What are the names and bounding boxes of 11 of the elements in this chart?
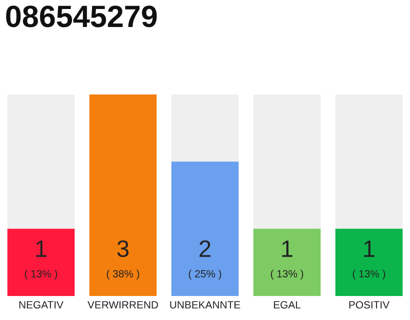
data-label: 1 ( 13% ): [270, 240, 304, 280]
data-label: 2 ( 25% ): [188, 240, 222, 280]
x-tick-label: POSITIV: [349, 301, 390, 309]
x-tick-label: UNBEKANNTE: [170, 301, 240, 309]
data-label: 3 ( 38% ): [106, 240, 140, 280]
data-label: 1 ( 13% ): [352, 240, 386, 280]
x-tick-label: NEGATIV: [19, 301, 64, 309]
data-label: 1 ( 13% ): [24, 240, 58, 280]
x-tick-label: VERWIRREND: [88, 301, 158, 308]
x-tick-label: EGAL: [274, 301, 301, 309]
chart-title: 086545279: [6, 6, 157, 28]
